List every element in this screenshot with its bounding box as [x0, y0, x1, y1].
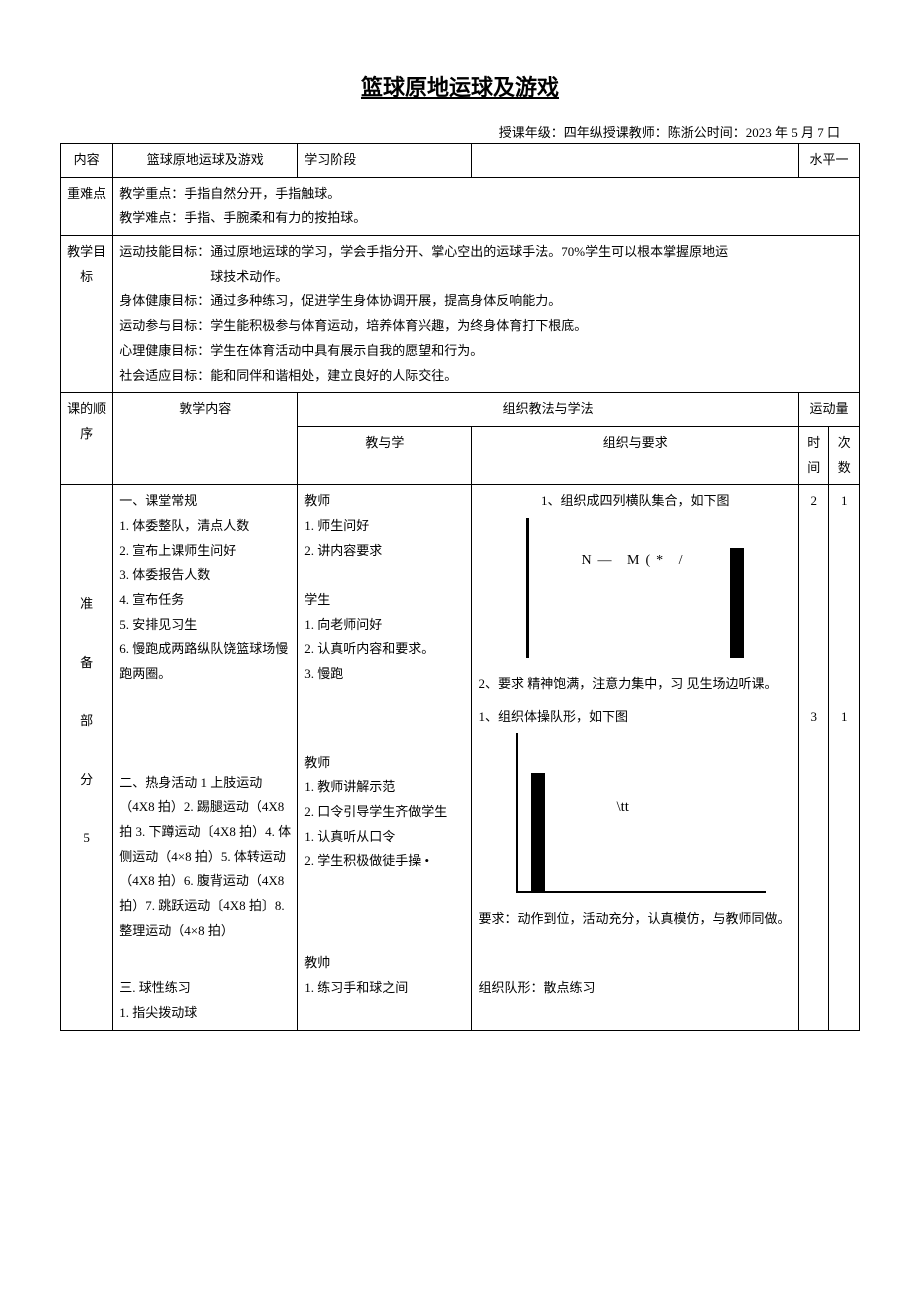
cell-stage-blank: [472, 144, 799, 178]
org1-req: 2、要求 精神饱满，注意力集中，习 见生场边听课。: [478, 672, 792, 697]
prep-char-4: 5: [67, 809, 106, 868]
t1-s2: 3. 慢跑: [304, 662, 465, 687]
t3-t: 教帅: [304, 951, 465, 976]
goal-1b: 球技术动作。: [119, 265, 853, 290]
cell-difficulty: 教学重点：手指自然分开，手指触球。 教学难点：手指、手腕柔和有力的按拍球。: [113, 177, 860, 235]
time-1: 2: [798, 485, 828, 701]
time-2: 3: [798, 701, 828, 948]
d1-left-bar: [526, 518, 529, 658]
hdr-seq: 课的顺序: [61, 393, 113, 485]
d2-left: [516, 733, 518, 893]
t1-s1: 2. 认真听内容和要求。: [304, 637, 465, 662]
prep-content-1: 一、课堂常规 1. 体委整队，清点人数 2. 宣布上课师生问好 3. 体委报告人…: [113, 485, 298, 701]
goal-4: 心理健康目标：学生在体育活动中具有展示自我的愿望和行为。: [119, 339, 853, 364]
label-prep: 准 备 部 分 5: [61, 485, 113, 1030]
goal-2: 身体健康目标：通过多种练习，促进学生身体协调开展，提高身体反响能力。: [119, 289, 853, 314]
count-2: 1: [829, 701, 860, 948]
page-title: 篮球原地运球及游戏: [60, 70, 860, 102]
org2-top: 1、组织体操队形，如下图: [478, 705, 792, 730]
label-difficulty: 重难点: [61, 177, 113, 235]
t1-s0: 1. 向老师问好: [304, 613, 465, 638]
hdr-load: 运动量: [798, 393, 859, 427]
c1-i2: 3. 体委报告人数: [119, 563, 291, 588]
prep-content-3: 三. 球性练习 1. 指尖拨动球: [113, 947, 298, 1030]
d2-bar: [531, 773, 545, 891]
c1-i0: 1. 体委整队，清点人数: [119, 514, 291, 539]
t2-3: 2. 学生积极做徒手操 •: [304, 849, 465, 874]
c1-i5: 6. 慢跑成两路纵队饶篮球场慢跑两圈。: [119, 637, 291, 686]
cell-goals: 运动技能目标：通过原地运球的学习，学会手指分开、掌心空出的运球手法。70%学生可…: [113, 236, 860, 393]
diagram-1: N— M(* /: [486, 518, 784, 668]
d1-right-bar: [730, 548, 744, 658]
c3-item: 1. 指尖拨动球: [119, 1001, 291, 1026]
prep-org-2: 1、组织体操队形，如下图 \tt 要求：动作到位，活动充分，认真模仿，与教师同做…: [472, 701, 799, 948]
c3-title: 三. 球性练习: [119, 976, 291, 1001]
t1-t0: 1. 师生问好: [304, 514, 465, 539]
cell-level: 水平一: [798, 144, 859, 178]
prep-char-0: 准: [67, 575, 106, 634]
org3: 组织队形：散点练习: [478, 976, 792, 1001]
goal-1: 运动技能目标：通过原地运球的学习，学会手指分开、掌心空出的运球手法。70%学生可…: [119, 240, 853, 265]
d2-tt: \tt: [616, 793, 629, 822]
org2-req: 要求：动作到位，活动充分，认真模仿，与教师同做。: [478, 907, 792, 932]
d1-label: N— M(* /: [581, 548, 688, 575]
difficulty-line1: 教学重点：手指自然分开，手指触球。: [119, 182, 853, 207]
t3-item: 1. 练习手和球之间: [304, 976, 465, 1001]
hdr-org-req: 组织与要求: [472, 426, 799, 484]
t1-t: 教师: [304, 489, 465, 514]
hdr-org-method: 组织教法与学法: [298, 393, 799, 427]
cell-subject: 篮球原地运球及游戏: [113, 144, 298, 178]
subheader: 授课年级：四年纵授课教师：陈浙公时间：2023 年 5 月 7 口: [60, 122, 860, 141]
t2-2: 1. 认真听从口令: [304, 825, 465, 850]
t2-t: 教师: [304, 751, 465, 776]
t1-s: 学生: [304, 588, 465, 613]
goal-3: 运动参与目标：学生能积极参与体育运动，培养体育兴趣，为终身体育打下根底。: [119, 314, 853, 339]
prep-char-1: 备: [67, 634, 106, 693]
count-3: [829, 947, 860, 1030]
prep-teach-1: 教师 1. 师生问好 2. 讲内容要求 学生 1. 向老师问好 2. 认真听内容…: [298, 485, 472, 701]
hdr-count: 次数: [829, 426, 860, 484]
org1-top: 1、组织成四列横队集合，如下图: [478, 489, 792, 514]
prep-char-3: 分: [67, 751, 106, 810]
prep-teach-2: 教师 1. 教师讲解示范 2. 口令引导学生齐做学生 1. 认真听从口令 2. …: [298, 701, 472, 948]
prep-char-2: 部: [67, 692, 106, 751]
time-3: [798, 947, 828, 1030]
d2-bottom: [516, 891, 766, 893]
prep-teach-3: 教帅 1. 练习手和球之间: [298, 947, 472, 1030]
lesson-plan-table: 内容 篮球原地运球及游戏 学习阶段 水平一 重难点 教学重点：手指自然分开，手指…: [60, 143, 860, 1031]
hdr-time: 时间: [798, 426, 828, 484]
c1-i3: 4. 宣布任务: [119, 588, 291, 613]
t2-0: 1. 教师讲解示范: [304, 775, 465, 800]
c1-title: 一、课堂常规: [119, 489, 291, 514]
t1-t1: 2. 讲内容要求: [304, 539, 465, 564]
hdr-teach-learn: 教与学: [298, 426, 472, 484]
count-1: 1: [829, 485, 860, 701]
label-goals: 教学目标: [61, 236, 113, 393]
c1-i4: 5. 安排见习生: [119, 613, 291, 638]
difficulty-line2: 教学难点：手指、手腕柔和有力的按拍球。: [119, 206, 853, 231]
hdr-teach-content: 敦学内容: [113, 393, 298, 485]
diagram-2: \tt: [486, 733, 784, 903]
label-stage: 学习阶段: [298, 144, 472, 178]
label-content: 内容: [61, 144, 113, 178]
prep-org-1: 1、组织成四列横队集合，如下图 N— M(* / 2、要求 精神饱满，注意力集中…: [472, 485, 799, 701]
goal-5: 社会适应目标：能和同伴和谐相处，建立良好的人际交往。: [119, 364, 853, 389]
c1-i1: 2. 宣布上课师生问好: [119, 539, 291, 564]
prep-org-3: 组织队形：散点练习: [472, 947, 799, 1030]
prep-content-2: 二、热身活动 1 上肢运动（4X8 拍）2. 踢腿运动（4X8 拍 3. 下蹲运…: [113, 701, 298, 948]
t2-1: 2. 口令引导学生齐做学生: [304, 800, 465, 825]
